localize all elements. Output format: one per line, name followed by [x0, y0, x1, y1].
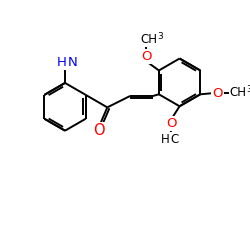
Text: 3: 3	[246, 85, 250, 94]
Text: O: O	[166, 117, 177, 130]
Text: 3: 3	[157, 32, 163, 41]
Text: CH: CH	[230, 86, 247, 98]
Text: 2: 2	[66, 55, 72, 64]
Text: C: C	[170, 133, 179, 146]
Text: O: O	[141, 50, 152, 63]
Text: 3: 3	[169, 132, 175, 141]
Text: N: N	[68, 56, 77, 69]
Text: O: O	[94, 123, 105, 138]
Text: H: H	[160, 133, 169, 146]
Text: CH: CH	[141, 33, 158, 46]
Text: H: H	[57, 56, 66, 69]
Text: O: O	[212, 87, 223, 100]
